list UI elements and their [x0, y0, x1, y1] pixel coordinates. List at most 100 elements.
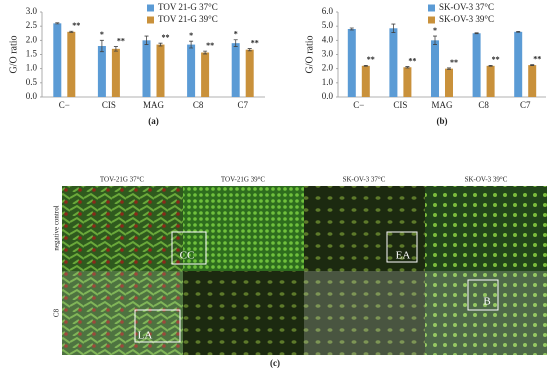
y-tick-label: 2.0	[322, 63, 334, 73]
bar	[67, 31, 76, 97]
error-bar	[158, 42, 163, 47]
bar	[201, 52, 210, 97]
inset-label: CC	[180, 250, 195, 262]
bar	[245, 49, 254, 97]
bar	[111, 48, 120, 97]
error-bar	[363, 65, 368, 67]
significance: **	[206, 41, 214, 50]
error-bar	[189, 40, 194, 49]
error-bar	[474, 32, 479, 35]
error-bar	[391, 23, 396, 33]
bar	[231, 43, 240, 97]
y-tick-label: 2.0	[26, 34, 38, 44]
bar	[445, 68, 453, 97]
significance: **	[251, 38, 259, 47]
micrograph	[62, 186, 183, 271]
x-tick-label: C8	[478, 100, 489, 110]
error-bar	[405, 66, 410, 69]
significance: **	[162, 33, 170, 42]
bar	[347, 29, 356, 97]
micrograph	[425, 186, 547, 271]
inset-label: LA	[138, 330, 153, 342]
y-tick-label: 3.0	[26, 6, 38, 16]
micrograph	[183, 271, 304, 355]
y-tick-label: 0.5	[26, 77, 38, 87]
legend-swatch	[147, 16, 154, 24]
column-label: TOV-21G 39°C	[221, 176, 266, 184]
x-tick-label: MAG	[431, 100, 453, 110]
significance: **	[450, 58, 458, 67]
significance: *	[433, 26, 437, 35]
bar	[361, 65, 370, 97]
legend-swatch	[147, 4, 154, 12]
x-tick-label: C7	[237, 100, 248, 110]
bar	[187, 44, 196, 97]
error-bar	[433, 35, 437, 45]
inset	[386, 231, 418, 263]
legend-label: TOV 21-G 37°C	[158, 2, 218, 12]
image-grid: CC LA EA B TOV-21G 37°C TOV-21G 39°C SK-…	[53, 176, 547, 368]
error-bar	[530, 64, 535, 66]
significance: *	[234, 30, 238, 39]
error-bar	[69, 30, 74, 33]
panel-label: (b)	[437, 116, 448, 126]
bar	[403, 67, 412, 97]
y-tick-label: 0.0	[322, 91, 334, 101]
inset	[467, 279, 499, 311]
column-label: TOV-21G 37°C	[100, 176, 145, 184]
bar	[486, 65, 495, 97]
y-tick-label: 5.0	[322, 20, 334, 30]
significance: *	[189, 31, 193, 40]
error-bar	[99, 39, 104, 53]
inset	[134, 309, 181, 343]
bar	[514, 31, 523, 97]
bar	[142, 40, 151, 97]
panel-label: (c)	[270, 358, 280, 368]
inset-label: B	[483, 296, 490, 308]
error-bar	[144, 35, 149, 45]
x-tick-label: CIS	[102, 100, 116, 110]
micrograph	[304, 271, 425, 355]
error-bar	[55, 22, 60, 25]
x-tick-label: MAG	[143, 100, 165, 110]
y-axis-label: G/O ratio	[8, 35, 19, 73]
x-tick-label: C7	[520, 100, 531, 110]
legend-swatch	[428, 4, 435, 12]
legend-label: TOV 21-G 39°C	[158, 14, 218, 24]
bar	[389, 28, 398, 98]
micrograph	[304, 186, 425, 271]
x-tick-label: CIS	[393, 100, 407, 110]
error-bar	[447, 67, 451, 70]
y-tick-label: 1.5	[26, 49, 38, 59]
inset	[171, 231, 207, 265]
inset-label: EA	[396, 250, 411, 262]
row-label: C8	[53, 308, 61, 317]
error-bar	[203, 50, 208, 55]
micrograph	[183, 186, 304, 271]
legend-swatch	[428, 16, 435, 24]
bar	[431, 40, 439, 97]
column-label: SK-OV-3 39°C	[465, 176, 508, 184]
significance: **	[408, 56, 416, 65]
micrograph	[62, 271, 183, 355]
significance: *	[100, 30, 104, 39]
bar	[97, 46, 106, 97]
bar	[472, 33, 481, 97]
y-tick-label: 3.0	[322, 49, 334, 59]
micrograph	[425, 271, 547, 355]
panel-label: (a)	[148, 116, 159, 126]
row-label: negative control	[53, 205, 61, 250]
error-bar	[349, 27, 354, 31]
significance: **	[533, 55, 541, 64]
error-bar	[247, 48, 252, 52]
bar	[528, 65, 537, 97]
column-label: SK-OV-3 37°C	[343, 176, 386, 184]
y-tick-label: 1.0	[322, 77, 334, 87]
y-tick-label: 0.0	[26, 91, 38, 101]
x-tick-label: C−	[59, 100, 70, 110]
legend-label: SK-OV-3 37°C	[439, 2, 494, 12]
x-tick-label: C−	[353, 100, 364, 110]
error-bar	[113, 46, 118, 52]
error-bar	[516, 31, 521, 33]
